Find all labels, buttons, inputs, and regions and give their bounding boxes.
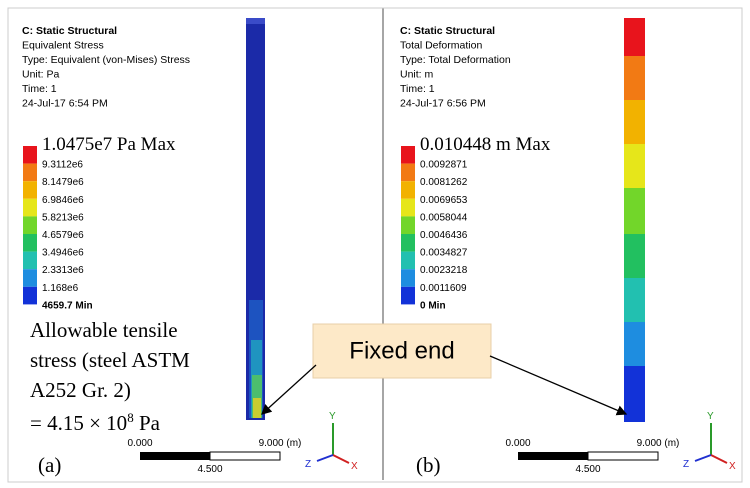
legend-value: 0.0046436 — [420, 230, 468, 241]
axis-label: X — [351, 461, 358, 472]
legend-band — [23, 252, 37, 270]
header-line: 24-Jul-17 6:54 PM — [22, 98, 108, 110]
header-line: Unit: m — [400, 69, 434, 81]
legend-band — [23, 146, 37, 164]
legend-band — [23, 199, 37, 217]
legend-band — [401, 181, 415, 199]
scale-start: 0.000 — [127, 438, 152, 449]
legend-value: 9.3112e6 — [42, 160, 83, 171]
column-band — [624, 100, 645, 144]
column-band — [624, 278, 645, 322]
column-band — [624, 234, 645, 278]
legend-band — [401, 216, 415, 234]
legend-band — [23, 164, 37, 182]
scale-bar — [140, 452, 210, 460]
legend-band — [401, 269, 415, 287]
legend-value: 2.3313e6 — [42, 265, 84, 276]
legend-value: 0.0092871 — [420, 160, 468, 171]
legend-value: 0.0011609 — [420, 283, 467, 294]
header-line: Total Deformation — [400, 40, 482, 52]
note-line: Allowable tensile — [30, 318, 178, 342]
header-line: Time: 1 — [22, 83, 57, 95]
figure: Fixed end Allowable tensile stress (stee… — [0, 0, 750, 488]
header-line: Time: 1 — [400, 83, 435, 95]
scale-end: 9.000 (m) — [259, 438, 302, 449]
legend-band — [401, 199, 415, 217]
legend-band — [23, 216, 37, 234]
header-line: C: Static Structural — [400, 25, 495, 37]
legend-min: 4659.7 Min — [42, 300, 93, 311]
legend-value: 0.0023218 — [420, 265, 468, 276]
stress-column — [246, 18, 265, 420]
header-line: C: Static Structural — [22, 25, 117, 37]
deformation-column — [624, 18, 645, 422]
panel-label: (b) — [416, 453, 441, 477]
scale-mid: 4.500 — [197, 464, 222, 475]
legend-max: 0.010448 m Max — [420, 134, 551, 155]
axis-label: X — [729, 461, 736, 472]
scale-bar — [518, 452, 588, 460]
legend-band — [401, 164, 415, 182]
column-band — [624, 144, 645, 188]
note-unit: Pa — [134, 411, 161, 435]
legend-band — [23, 287, 37, 305]
header-line: Equivalent Stress — [22, 40, 104, 52]
legend-band — [23, 269, 37, 287]
legend-band — [401, 234, 415, 252]
scale-bar — [210, 452, 280, 460]
legend-value: 0.0069653 — [420, 195, 468, 206]
legend-band — [23, 234, 37, 252]
note-base: = 4.15 × 10 — [30, 411, 127, 435]
legend-min: 0 Min — [420, 300, 446, 311]
header-line: Type: Equivalent (von-Mises) Stress — [22, 54, 190, 66]
legend-band — [23, 181, 37, 199]
column-band — [624, 56, 645, 100]
note-line: = 4.15 × 108 Pa — [30, 410, 161, 435]
callout-text: Fixed end — [349, 337, 454, 364]
header-line: Type: Total Deformation — [400, 54, 511, 66]
scale-bar — [588, 452, 658, 460]
axis-label: Z — [305, 459, 311, 470]
legend-value: 6.9846e6 — [42, 195, 84, 206]
note-line: stress (steel ASTM — [30, 348, 190, 372]
column-band — [624, 366, 645, 422]
panel-label: (a) — [38, 453, 61, 477]
scale-end: 9.000 (m) — [637, 438, 680, 449]
legend-band — [401, 287, 415, 305]
legend-value: 3.4946e6 — [42, 248, 84, 259]
axis-label: Z — [683, 459, 689, 470]
legend-value: 1.168e6 — [42, 283, 79, 294]
legend-value: 0.0058044 — [420, 212, 468, 223]
column-band — [624, 322, 645, 366]
scale-start: 0.000 — [505, 438, 530, 449]
axis-label: Y — [329, 411, 336, 422]
legend-band — [401, 146, 415, 164]
note-line: A252 Gr. 2) — [30, 378, 131, 402]
column-band — [624, 18, 645, 56]
axis-label: Y — [707, 411, 714, 422]
legend-value: 4.6579e6 — [42, 230, 84, 241]
legend-value: 5.8213e6 — [42, 212, 84, 223]
legend-max: 1.0475e7 Pa Max — [42, 134, 176, 155]
legend-band — [401, 252, 415, 270]
header-line: Unit: Pa — [22, 69, 60, 81]
column-band — [624, 188, 645, 234]
scale-mid: 4.500 — [575, 464, 600, 475]
header-line: 24-Jul-17 6:56 PM — [400, 98, 486, 110]
legend-value: 0.0034827 — [420, 248, 468, 259]
legend-value: 8.1479e6 — [42, 177, 84, 188]
legend-value: 0.0081262 — [420, 177, 468, 188]
